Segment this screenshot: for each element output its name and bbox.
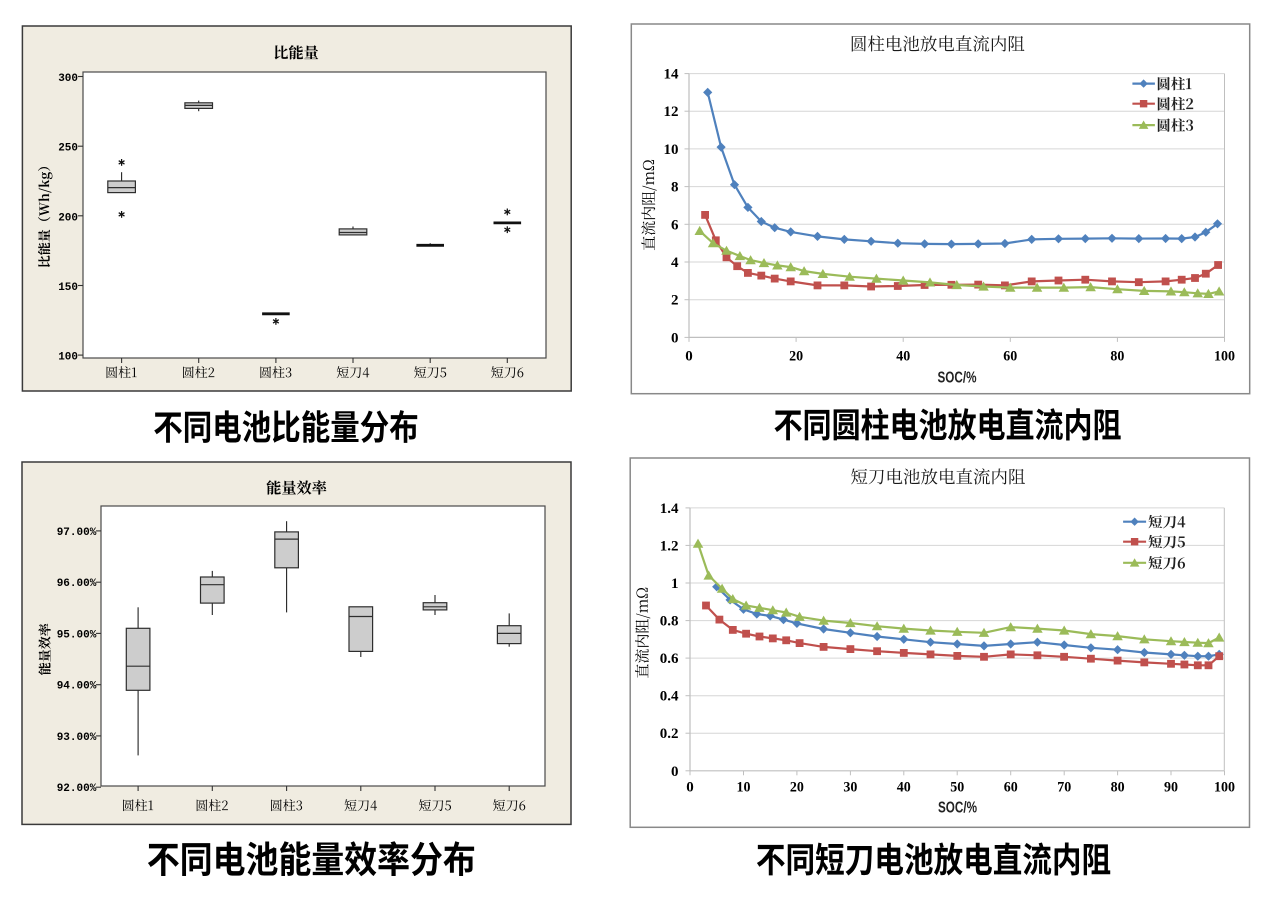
svg-text:200: 200 <box>58 212 78 224</box>
svg-text:10: 10 <box>664 142 679 158</box>
svg-text:0: 0 <box>671 330 679 346</box>
svg-text:6: 6 <box>671 217 679 233</box>
svg-text:250: 250 <box>58 143 78 155</box>
svg-text:0.4: 0.4 <box>660 689 679 705</box>
svg-text:4: 4 <box>671 255 679 271</box>
svg-text:95.00%: 95.00% <box>57 629 97 641</box>
svg-text:90: 90 <box>1164 779 1178 795</box>
svg-text:93.00%: 93.00% <box>57 732 97 744</box>
svg-text:10: 10 <box>737 779 751 795</box>
svg-text:0.6: 0.6 <box>660 651 679 667</box>
svg-text:100: 100 <box>1214 779 1235 795</box>
svg-text:30: 30 <box>843 779 857 795</box>
svg-text:14: 14 <box>664 67 680 83</box>
svg-text:40: 40 <box>896 349 910 365</box>
svg-text:300: 300 <box>58 73 78 85</box>
svg-text:0: 0 <box>686 779 694 795</box>
svg-text:8: 8 <box>671 180 679 196</box>
svg-text:150: 150 <box>58 282 78 294</box>
svg-text:94.00%: 94.00% <box>57 681 97 693</box>
svg-text:2: 2 <box>671 293 679 309</box>
svg-text:97.00%: 97.00% <box>57 527 97 539</box>
svg-text:20: 20 <box>790 779 804 795</box>
svg-text:1.4: 1.4 <box>660 501 679 517</box>
svg-text:0: 0 <box>685 349 693 365</box>
svg-text:96.00%: 96.00% <box>57 578 97 590</box>
svg-text:SOC/%: SOC/% <box>938 799 977 816</box>
svg-text:0: 0 <box>671 764 679 780</box>
svg-text:12: 12 <box>664 104 679 120</box>
svg-text:80: 80 <box>1111 779 1125 795</box>
svg-text:100: 100 <box>1214 349 1235 365</box>
svg-text:60: 60 <box>1003 349 1017 365</box>
svg-text:50: 50 <box>950 779 964 795</box>
svg-text:40: 40 <box>897 779 911 795</box>
svg-text:1.2: 1.2 <box>660 538 679 554</box>
svg-text:20: 20 <box>789 349 803 365</box>
svg-text:0.8: 0.8 <box>660 614 679 630</box>
svg-text:100: 100 <box>58 352 78 364</box>
svg-text:80: 80 <box>1110 349 1124 365</box>
svg-text:SOC/%: SOC/% <box>938 369 977 386</box>
svg-text:70: 70 <box>1057 779 1071 795</box>
svg-text:0.2: 0.2 <box>660 726 679 742</box>
svg-text:60: 60 <box>1004 779 1018 795</box>
svg-text:1: 1 <box>671 576 679 592</box>
svg-text:92.00%: 92.00% <box>57 783 97 795</box>
